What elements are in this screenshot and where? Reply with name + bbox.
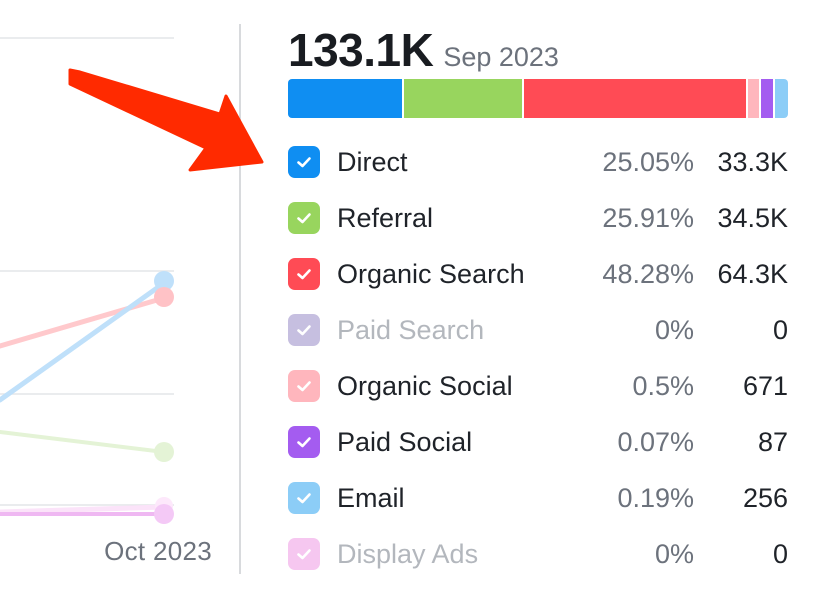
- period-label: Sep 2023: [443, 42, 559, 72]
- series-point-referral: [154, 442, 174, 462]
- legend-row-direct[interactable]: Direct 25.05% 33.3K: [288, 134, 788, 190]
- legend-percent: 25.05%: [602, 146, 694, 177]
- legend-label: Referral: [337, 202, 434, 233]
- email-checkbox[interactable]: [288, 482, 320, 514]
- share-bar-segment-organic-search: [524, 79, 748, 118]
- x-axis-tick-label: Oct 2023: [104, 536, 212, 566]
- direct-checkbox[interactable]: [288, 146, 320, 178]
- legend-row-referral[interactable]: Referral 25.91% 34.5K: [288, 190, 788, 246]
- legend-value: 256: [742, 482, 788, 513]
- organic-search-checkbox[interactable]: [288, 258, 320, 290]
- checkmark-icon: [297, 213, 311, 224]
- series-point-direct: [154, 271, 174, 291]
- legend-label: Direct: [337, 146, 408, 177]
- trend-lines-svg: [0, 37, 174, 524]
- checkmark-icon: [297, 325, 311, 336]
- legend-row-organic-search[interactable]: Organic Search 48.28% 64.3K: [288, 246, 788, 302]
- checkmark-icon: [297, 437, 311, 448]
- traffic-trend-chart: Oct 2023: [0, 0, 240, 594]
- series-line-referral: [0, 430, 166, 454]
- legend-row-paid-search[interactable]: Paid Search 0% 0: [288, 302, 788, 358]
- panel-divider: [239, 24, 241, 574]
- red-pointer-arrow-icon: [68, 68, 264, 172]
- share-bar-segment-email: [774, 79, 788, 118]
- series-point-paid-social: [154, 504, 174, 524]
- checkmark-icon: [297, 381, 311, 392]
- legend-percent: 0.5%: [632, 370, 694, 401]
- paid-search-checkbox[interactable]: [288, 314, 320, 346]
- referral-checkbox[interactable]: [288, 202, 320, 234]
- legend-percent: 0%: [654, 538, 694, 569]
- legend-label: Paid Social: [337, 426, 473, 457]
- legend-value: 0: [772, 314, 788, 345]
- checkmark-icon: [297, 549, 311, 560]
- series-point-organic-search: [154, 287, 174, 307]
- paid-social-checkbox[interactable]: [288, 426, 320, 458]
- summary-header: 133.1K Sep 2023: [288, 24, 788, 76]
- legend-label: Paid Search: [337, 314, 485, 345]
- legend-label: Organic Social: [337, 370, 513, 401]
- legend-row-display-ads[interactable]: Display Ads 0% 0: [288, 526, 788, 582]
- legend-row-paid-social[interactable]: Paid Social 0.07% 87: [288, 414, 788, 470]
- legend-value: 87: [757, 426, 788, 457]
- share-bar-segment-direct: [288, 79, 405, 118]
- legend-percent: 0%: [654, 314, 694, 345]
- legend-label: Display Ads: [337, 538, 479, 569]
- legend-label: Organic Search: [337, 258, 525, 289]
- total-visits-value: 133.1K: [288, 24, 434, 76]
- legend-value: 33.3K: [717, 146, 788, 177]
- legend-row-organic-social[interactable]: Organic Social 0.5% 671: [288, 358, 788, 414]
- legend-value: 0: [772, 538, 788, 569]
- checkmark-icon: [297, 269, 311, 280]
- series-line-display-ads: [0, 504, 167, 515]
- share-bar-segment-referral: [404, 79, 525, 118]
- legend-percent: 0.07%: [617, 426, 694, 457]
- legend-percent: 48.28%: [602, 258, 694, 289]
- legend-value: 34.5K: [717, 202, 788, 233]
- channel-legend: Direct 25.05% 33.3K Referral 25.91% 34.5…: [288, 134, 788, 582]
- legend-value: 64.3K: [717, 258, 788, 289]
- series-line-direct: [0, 280, 167, 403]
- share-bar-segment-organic-social: [747, 79, 762, 118]
- checkmark-icon: [297, 157, 311, 168]
- legend-label: Email: [337, 482, 405, 513]
- channel-share-bar: [288, 79, 788, 118]
- display-ads-checkbox[interactable]: [288, 538, 320, 570]
- series-line-organic-search: [0, 295, 167, 349]
- legend-percent: 0.19%: [617, 482, 694, 513]
- legend-value: 671: [742, 370, 788, 401]
- legend-row-email[interactable]: Email 0.19% 256: [288, 470, 788, 526]
- organic-social-checkbox[interactable]: [288, 370, 320, 402]
- traffic-summary: 133.1K Sep 2023: [288, 24, 788, 76]
- legend-percent: 25.91%: [602, 202, 694, 233]
- share-bar-segment-paid-social: [761, 79, 775, 118]
- checkmark-icon: [297, 493, 311, 504]
